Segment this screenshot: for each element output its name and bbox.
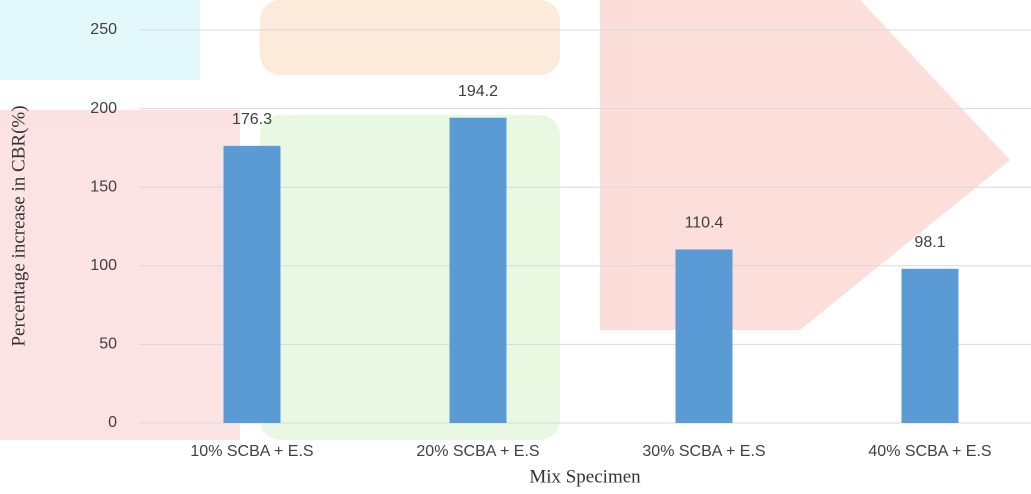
y-tick-label: 0 bbox=[108, 414, 117, 431]
y-axis-label: Percentage increase in CBR(%) bbox=[8, 105, 29, 346]
bar bbox=[449, 117, 507, 424]
bar bbox=[223, 145, 281, 424]
x-tick-label: 10% SCBA + E.S bbox=[190, 443, 313, 460]
bar bbox=[901, 268, 959, 423]
y-tick-label: 200 bbox=[90, 100, 117, 117]
x-tick-label: 40% SCBA + E.S bbox=[868, 443, 991, 460]
data-label: 176.3 bbox=[232, 111, 272, 128]
x-axis-label: Mix Specimen bbox=[529, 466, 641, 487]
y-tick-label: 250 bbox=[90, 21, 117, 38]
bar bbox=[675, 249, 733, 423]
data-label: 194.2 bbox=[458, 83, 498, 100]
data-label: 110.4 bbox=[685, 215, 724, 232]
data-label: 98.1 bbox=[914, 234, 945, 251]
y-tick-label: 150 bbox=[90, 178, 117, 195]
x-tick-label: 30% SCBA + E.S bbox=[642, 443, 765, 460]
y-tick-label: 100 bbox=[90, 257, 117, 274]
x-tick-label: 20% SCBA + E.S bbox=[416, 443, 539, 460]
y-tick-label: 50 bbox=[99, 336, 117, 353]
